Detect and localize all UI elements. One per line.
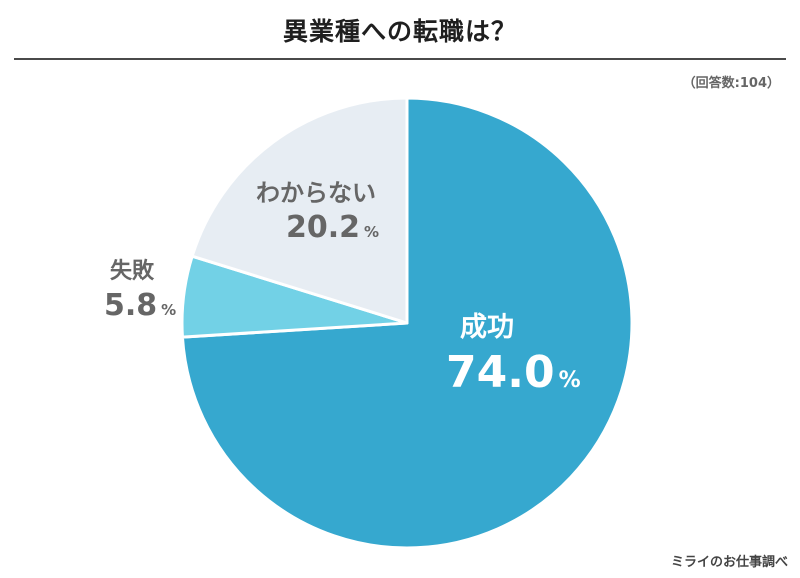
source-credit: ミライのお仕事調べ [670,555,788,570]
pie-slice-unknown [190,96,409,325]
slice-name-unknown: わからない [256,179,376,207]
slice-value-failure: 5.8 [104,288,158,323]
chart-title: 異業種への転職は？ [282,17,517,46]
slice-label-success: 成功 74.0% [446,314,581,395]
slice-name-success: 成功 [460,312,514,343]
slice-percent-success: % [558,368,581,393]
title-divider [14,58,786,60]
slice-label-unknown: わからない 20.2% [256,181,379,243]
slice-percent-unknown: % [364,223,380,241]
slice-label-failure: 失敗 5.8% [104,261,176,321]
slice-name-failure: 失敗 [110,259,155,284]
slice-percent-failure: % [161,301,177,319]
slice-value-success: 74.0 [446,347,555,398]
slice-value-unknown: 20.2 [286,210,361,245]
sample-size-note: （回答数:104） [682,76,780,91]
